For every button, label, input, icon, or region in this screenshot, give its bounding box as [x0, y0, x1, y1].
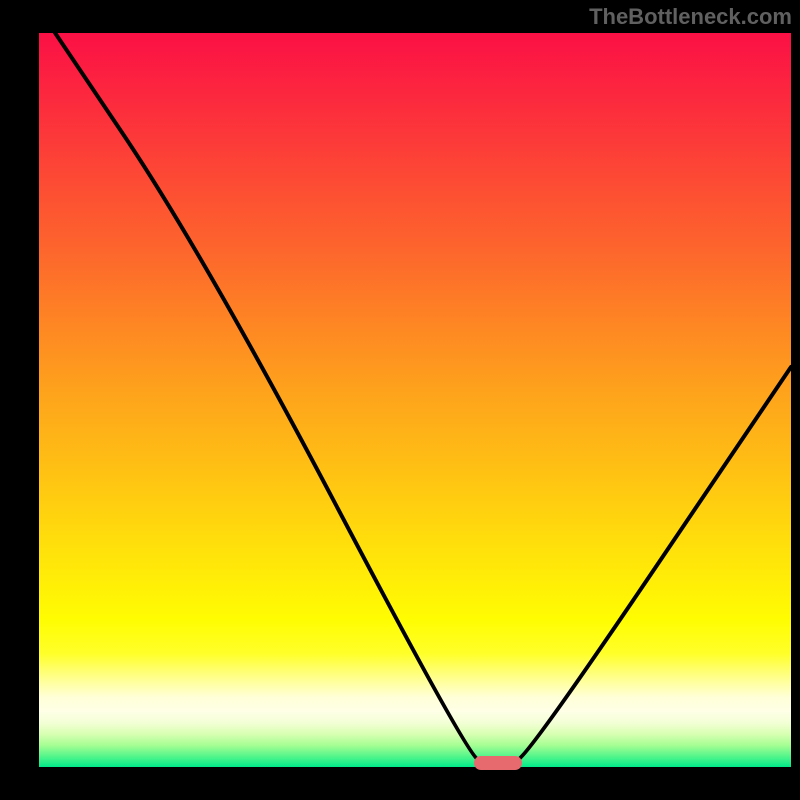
bottleneck-chart: [0, 0, 800, 800]
chart-container: { "attribution": { "text": "TheBottlenec…: [0, 0, 800, 800]
attribution-text: TheBottleneck.com: [589, 4, 792, 30]
optimum-marker: [474, 756, 522, 770]
